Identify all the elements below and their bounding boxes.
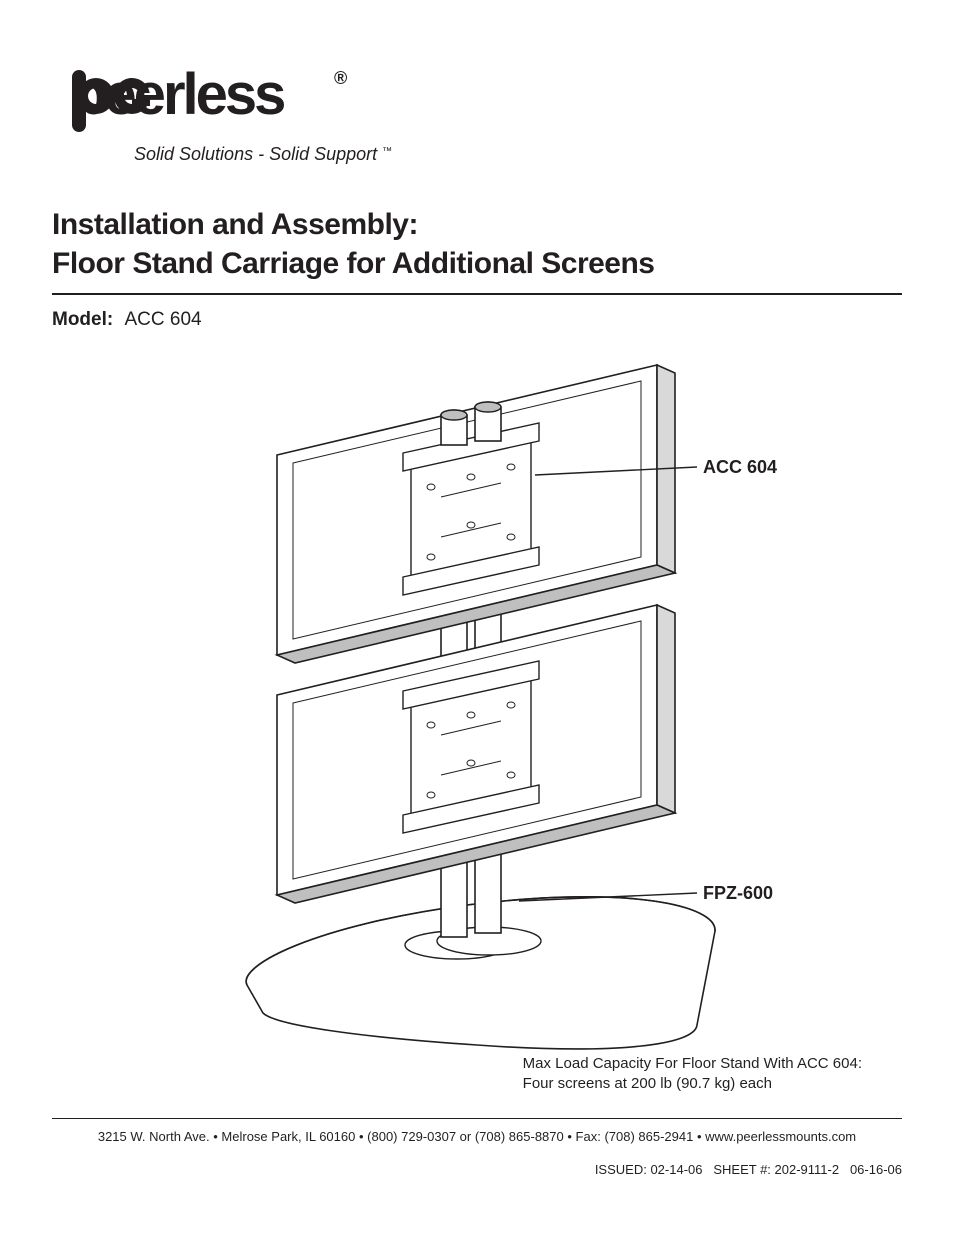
- brand-logo: peerless ®: [72, 60, 902, 142]
- footer-sep: •: [697, 1129, 705, 1144]
- callout-top: ACC 604: [703, 457, 777, 477]
- loadcap-line2: Four screens at 200 lb (90.7 kg) each: [523, 1074, 862, 1094]
- footer-address: 3215 W. North Ave.: [98, 1129, 210, 1144]
- title-block: Installation and Assembly: Floor Stand C…: [52, 205, 902, 331]
- sheet-rev: 06-16-06: [850, 1162, 902, 1177]
- sheet-label: SHEET #:: [713, 1162, 771, 1177]
- title-line2: Floor Stand Carriage for Additional Scre…: [52, 244, 902, 283]
- footer: 3215 W. North Ave. • Melrose Park, IL 60…: [52, 1118, 902, 1144]
- doc-title: Installation and Assembly: Floor Stand C…: [52, 205, 902, 283]
- footer-fax: Fax: (708) 865-2941: [576, 1129, 694, 1144]
- logo-svg: peerless ®: [72, 60, 372, 132]
- loadcap-line1: Max Load Capacity For Floor Stand With A…: [523, 1054, 862, 1074]
- model-label: Model:: [52, 309, 113, 330]
- product-diagram: ACC 604 FPZ-600: [157, 345, 797, 1065]
- brand-tagline: Solid Solutions - Solid Support ™: [134, 144, 902, 165]
- issued-line: ISSUED: 02-14-06 SHEET #: 202-9111-2 06-…: [595, 1162, 902, 1177]
- svg-text:peerless: peerless: [72, 62, 284, 127]
- footer-sep: •: [567, 1129, 575, 1144]
- footer-city: Melrose Park, IL 60160: [221, 1129, 355, 1144]
- model-row: Model: ACC 604: [52, 309, 902, 331]
- issued-date: 02-14-06: [650, 1162, 702, 1177]
- footer-sep: •: [359, 1129, 367, 1144]
- title-line1: Installation and Assembly:: [52, 205, 902, 244]
- tagline-text: Solid Solutions - Solid Support: [134, 144, 377, 164]
- issued-label: ISSUED:: [595, 1162, 647, 1177]
- figure-wrap: ACC 604 FPZ-600: [52, 345, 902, 1070]
- svg-text:®: ®: [334, 68, 347, 88]
- title-rule: [52, 293, 902, 295]
- load-capacity: Max Load Capacity For Floor Stand With A…: [523, 1054, 862, 1095]
- footer-phone: (800) 729-0307 or (708) 865-8870: [367, 1129, 564, 1144]
- model-value: ACC 604: [125, 309, 202, 330]
- callout-bottom: FPZ-600: [703, 883, 773, 903]
- tm-mark: ™: [382, 146, 392, 157]
- sheet-num: 202-9111-2: [775, 1162, 840, 1177]
- footer-url: www.peerlessmounts.com: [705, 1129, 856, 1144]
- brand-block: peerless ® Solid Solutions - Solid Suppo…: [72, 60, 902, 165]
